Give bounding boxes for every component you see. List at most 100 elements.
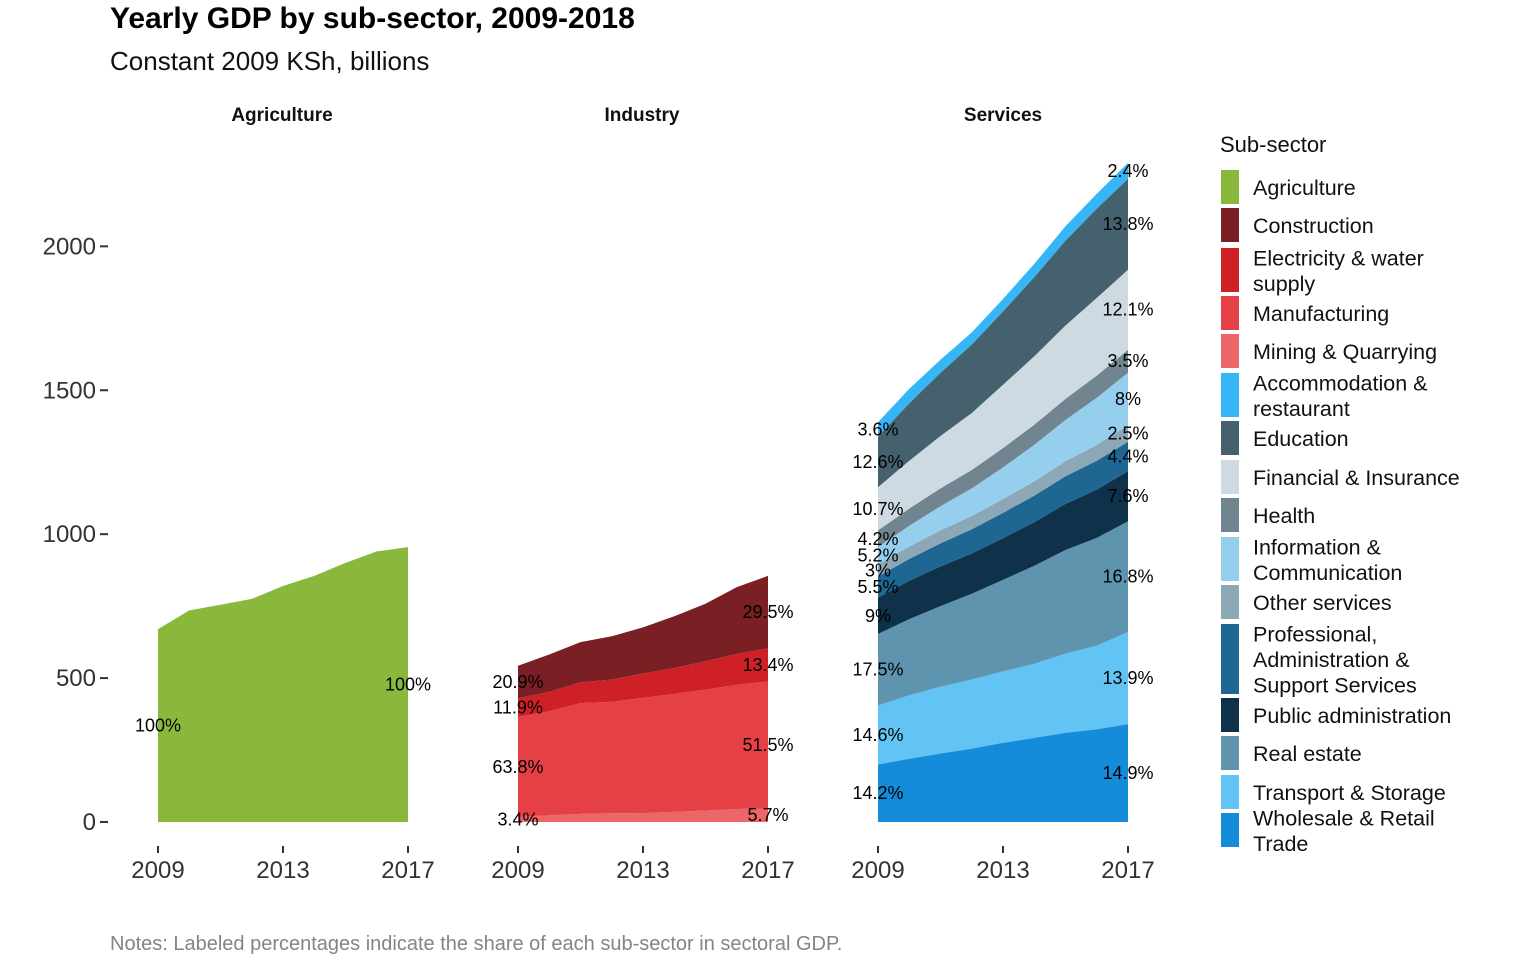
- x-tick-label: 2017: [741, 857, 794, 884]
- share-label-start: 20.9%: [492, 672, 543, 692]
- legend-item-manufacturing: Manufacturing: [1221, 296, 1389, 330]
- legend-label: Wholesale & Retail Trade: [1253, 806, 1435, 856]
- legend-label: Other services: [1253, 591, 1392, 615]
- share-label-start: 3%: [865, 560, 891, 580]
- legend-item-agriculture: Agriculture: [1221, 170, 1356, 204]
- legend-key: [1221, 373, 1239, 417]
- facet-title: Industry: [605, 105, 680, 126]
- area-other-services: [878, 425, 1128, 577]
- legend-item-electricity-and-water-supply: Electricity & water supply: [1221, 246, 1424, 296]
- legend-label: Professional, Administration & Support Ser…: [1253, 623, 1417, 698]
- legend-item-information-and-communication: Information & Communication: [1221, 535, 1402, 585]
- area-financial-and-insurance: [878, 269, 1128, 531]
- share-label-start: 14.6%: [852, 725, 903, 745]
- legend-title: Sub-sector: [1220, 132, 1326, 157]
- share-label-start: 4.2%: [857, 529, 898, 549]
- area-transport-and-storage: [878, 632, 1128, 765]
- legend-key: [1221, 208, 1239, 242]
- area-wholesale-and-retail-trade: [878, 724, 1128, 822]
- x-tick-label: 2013: [976, 857, 1029, 884]
- share-label-end: 13.9%: [1102, 668, 1153, 688]
- legend-key: [1221, 736, 1239, 770]
- share-label-start: 10.7%: [852, 499, 903, 519]
- share-label-start: 3.4%: [497, 809, 538, 829]
- legend-key: [1221, 248, 1239, 292]
- legend-key: [1221, 498, 1239, 532]
- legend-key: [1221, 585, 1239, 619]
- x-tick-label: 2009: [851, 857, 904, 884]
- share-label-start: 14.2%: [852, 783, 903, 803]
- share-label-start: 11.9%: [493, 698, 543, 718]
- share-label-end: 16.8%: [1102, 567, 1153, 587]
- legend-item-professional-administration-and-support-services: Professional, Administration & Support Ser…: [1221, 623, 1417, 698]
- share-label-end: 14.9%: [1102, 763, 1153, 783]
- y-tick-label: 1000: [43, 521, 96, 548]
- share-label-end: 2.4%: [1107, 161, 1148, 181]
- area-information-and-communication: [878, 372, 1128, 565]
- share-label-end: 5.7%: [747, 805, 788, 825]
- share-label-end: 4.4%: [1107, 446, 1148, 466]
- share-label-start: 63.8%: [492, 757, 543, 777]
- area-electricity-and-water-supply: [518, 648, 768, 717]
- legend-label: Information & Communication: [1253, 535, 1402, 585]
- share-label-start: 3.6%: [857, 419, 898, 439]
- y-tick-label: 500: [56, 665, 96, 692]
- x-tick-label: 2013: [616, 857, 669, 884]
- legend-label: Manufacturing: [1253, 302, 1389, 326]
- share-label-start: 12.6%: [852, 452, 903, 472]
- area-education: [878, 178, 1128, 488]
- share-label-end: 2.5%: [1107, 424, 1148, 444]
- x-tick-label: 2017: [1101, 857, 1154, 884]
- share-label-end: 13.4%: [742, 655, 793, 675]
- legend-label: Education: [1253, 427, 1349, 451]
- y-tick-label: 1500: [43, 377, 96, 404]
- legend-item-health: Health: [1221, 498, 1315, 532]
- legend-item-public-administration: Public administration: [1221, 698, 1451, 732]
- x-tick-label: 2013: [256, 857, 309, 884]
- area-health: [878, 349, 1128, 548]
- area-mining-and-quarrying: [518, 808, 768, 822]
- facet-agriculture: Agriculture 100% 100% 2009 2013 2017: [131, 105, 434, 884]
- area-construction: [518, 575, 768, 699]
- legend-key: [1221, 334, 1239, 368]
- share-label-end: 29.5%: [742, 602, 793, 622]
- facet-industry: Industry 3.4% 5.7% 63.8% 51.5% 11.9% 13.4% 20.9…: [491, 105, 794, 884]
- chart-subtitle: Constant 2009 KSh, billions: [110, 46, 429, 76]
- facet-services: Services 14.2% 14.9% 14.6% 13.9% 17.5% 16.8% 9%…: [851, 105, 1154, 884]
- legend-label: Transport & Storage: [1253, 781, 1446, 805]
- share-label-start: 9%: [865, 606, 891, 626]
- legend: Sub-sector Agriculture Construction Electr…: [1220, 132, 1460, 856]
- area-public-administration: [878, 471, 1128, 634]
- share-label-end: 3.5%: [1107, 351, 1148, 371]
- legend-key: [1221, 813, 1239, 847]
- legend-label: Accommodation & restaurant: [1253, 371, 1427, 421]
- legend-item-education: Education: [1221, 421, 1349, 455]
- legend-label: Real estate: [1253, 742, 1362, 766]
- legend-item-financial-and-insurance: Financial & Insurance: [1221, 460, 1460, 494]
- area-real-estate: [878, 521, 1128, 706]
- legend-item-construction: Construction: [1221, 208, 1374, 242]
- area-agriculture: [158, 547, 408, 822]
- legend-key: [1221, 624, 1239, 694]
- legend-item-other-services: Other services: [1221, 585, 1392, 619]
- legend-item-mining-and-quarrying: Mining & Quarrying: [1221, 334, 1437, 368]
- facets: Agriculture 100% 100% 2009 2013 2017 Industry 3…: [131, 105, 1154, 884]
- legend-label: Agriculture: [1253, 176, 1356, 200]
- share-label-end: 100%: [385, 675, 431, 695]
- legend-key: [1221, 460, 1239, 494]
- legend-key: [1221, 775, 1239, 809]
- area-manufacturing: [518, 681, 768, 817]
- area-accommodation-and-restaurant: [878, 162, 1128, 437]
- legend-item-transport-and-storage: Transport & Storage: [1221, 775, 1446, 809]
- legend-label: Financial & Insurance: [1253, 466, 1460, 490]
- legend-item-accommodation-and-restaurant: Accommodation & restaurant: [1221, 371, 1427, 421]
- legend-key: [1221, 170, 1239, 204]
- share-label-end: 13.8%: [1102, 214, 1153, 234]
- legend-label: Health: [1253, 504, 1315, 528]
- share-label-start: 5.2%: [857, 546, 898, 566]
- legend-label: Mining & Quarrying: [1253, 340, 1437, 364]
- x-tick-label: 2009: [491, 857, 544, 884]
- legend-key: [1221, 698, 1239, 732]
- chart-title: Yearly GDP by sub-sector, 2009-2018: [110, 2, 635, 35]
